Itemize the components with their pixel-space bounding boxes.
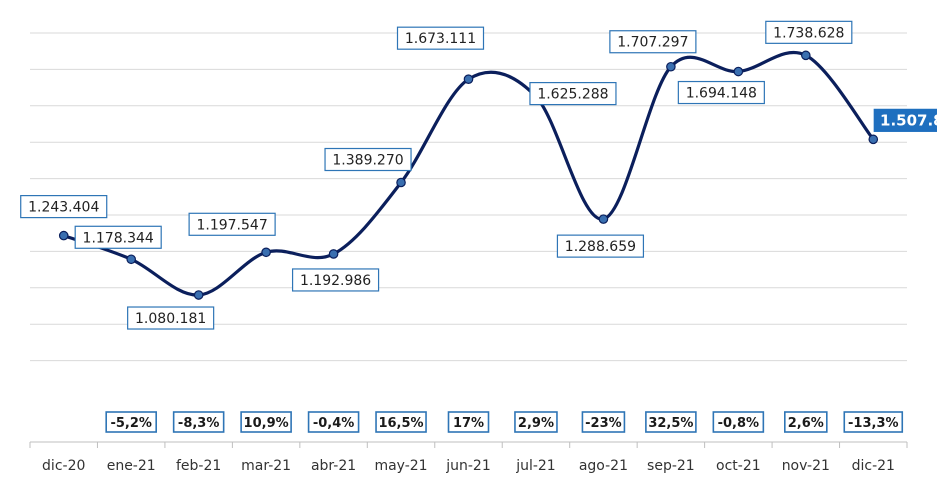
value-label: 1.707.297 <box>617 35 688 51</box>
value-label-box <box>291 268 380 292</box>
x-tick-label: ene-21 <box>107 458 156 474</box>
percent-label: -23% <box>585 416 622 431</box>
percent-label: -13,3% <box>848 416 899 431</box>
data-point <box>733 66 744 77</box>
value-label: 1.197.547 <box>196 217 267 233</box>
value-label: 1.694.148 <box>686 86 757 102</box>
value-label-box <box>765 20 853 44</box>
data-point <box>598 214 609 224</box>
data-point <box>261 247 271 258</box>
data-point <box>126 254 136 265</box>
percent-label: 16,5% <box>378 416 423 431</box>
value-label: 1.080.181 <box>135 311 206 327</box>
data-points <box>58 50 879 300</box>
value-label: 1.192.986 <box>300 273 371 289</box>
percent-change-labels: -5,2% -8,3% 10,9% -0,4% 16,5% 17% 2,9% -23% 32,5… <box>105 411 904 433</box>
value-label-box <box>529 81 617 106</box>
percent-label-box <box>784 411 828 433</box>
value-labels: 1.243.404 1.178.344 1.080.181 1.197.547 1.19… <box>20 20 937 330</box>
percent-label: 2,9% <box>518 416 554 431</box>
percent-label-box <box>105 411 157 433</box>
x-tick-label: jul-21 <box>515 458 556 474</box>
value-label-box <box>677 80 765 105</box>
value-label: 1.507.818 <box>880 111 937 129</box>
percent-label: 32,5% <box>648 416 693 431</box>
x-tick-label: dic-20 <box>42 458 85 474</box>
percent-label: -0,8% <box>718 416 759 431</box>
percent-label: 10,9% <box>244 416 289 431</box>
value-label-box <box>188 212 276 236</box>
value-label-box <box>127 306 215 330</box>
value-label: 1.673.111 <box>405 31 476 47</box>
percent-label-box <box>307 411 360 433</box>
percent-label-box <box>843 411 904 433</box>
value-label-box <box>20 195 108 219</box>
x-tick-label: sep-21 <box>647 458 695 474</box>
data-point <box>463 74 474 84</box>
x-tick-label: ago-21 <box>579 458 628 474</box>
x-tick-label: feb-21 <box>176 458 221 474</box>
data-point <box>396 177 406 188</box>
x-tick-label: mar-21 <box>241 458 291 474</box>
percent-label-box <box>514 411 558 433</box>
value-label: 1.738.628 <box>773 25 844 41</box>
x-tick-label: abr-21 <box>311 458 356 474</box>
value-label-box <box>873 108 937 132</box>
x-tick-label: may-21 <box>374 458 427 474</box>
value-label-box <box>324 147 412 172</box>
value-label: 1.389.270 <box>332 153 403 169</box>
x-axis <box>29 441 908 448</box>
percent-label-box <box>375 411 427 433</box>
value-label: 1.178.344 <box>83 230 154 246</box>
data-point <box>666 61 676 72</box>
percent-label-box <box>645 411 697 433</box>
value-label: 1.288.659 <box>565 239 636 255</box>
percent-label: 17% <box>453 416 484 431</box>
data-point <box>801 50 811 61</box>
data-point <box>193 290 204 300</box>
data-point <box>328 249 339 259</box>
percent-label: -8,3% <box>178 416 219 431</box>
value-label-box <box>556 234 645 258</box>
percent-label: -5,2% <box>110 416 151 431</box>
x-tick-label: oct-21 <box>716 458 761 474</box>
percent-label-box <box>712 411 765 433</box>
percent-label: -0,4% <box>313 416 354 431</box>
percent-label-box <box>447 411 490 433</box>
data-point <box>58 230 69 241</box>
percent-label: 2,6% <box>788 416 824 431</box>
percent-label-box <box>240 411 292 433</box>
percent-label-box <box>172 411 225 433</box>
x-tick-label: jun-21 <box>445 458 491 474</box>
value-label-box <box>74 225 162 249</box>
value-label: 1.625.288 <box>537 87 608 103</box>
data-point <box>868 134 879 145</box>
value-label-box <box>396 26 485 50</box>
x-tick-label: dic-21 <box>852 458 895 474</box>
x-tick-label: nov-21 <box>782 458 830 474</box>
percent-label-box <box>581 411 626 433</box>
value-label: 1.243.404 <box>28 200 99 216</box>
x-tick-labels: dic-20 ene-21 feb-21 mar-21 abr-21 may-21 jun-… <box>42 458 895 474</box>
value-label-box <box>609 30 697 54</box>
